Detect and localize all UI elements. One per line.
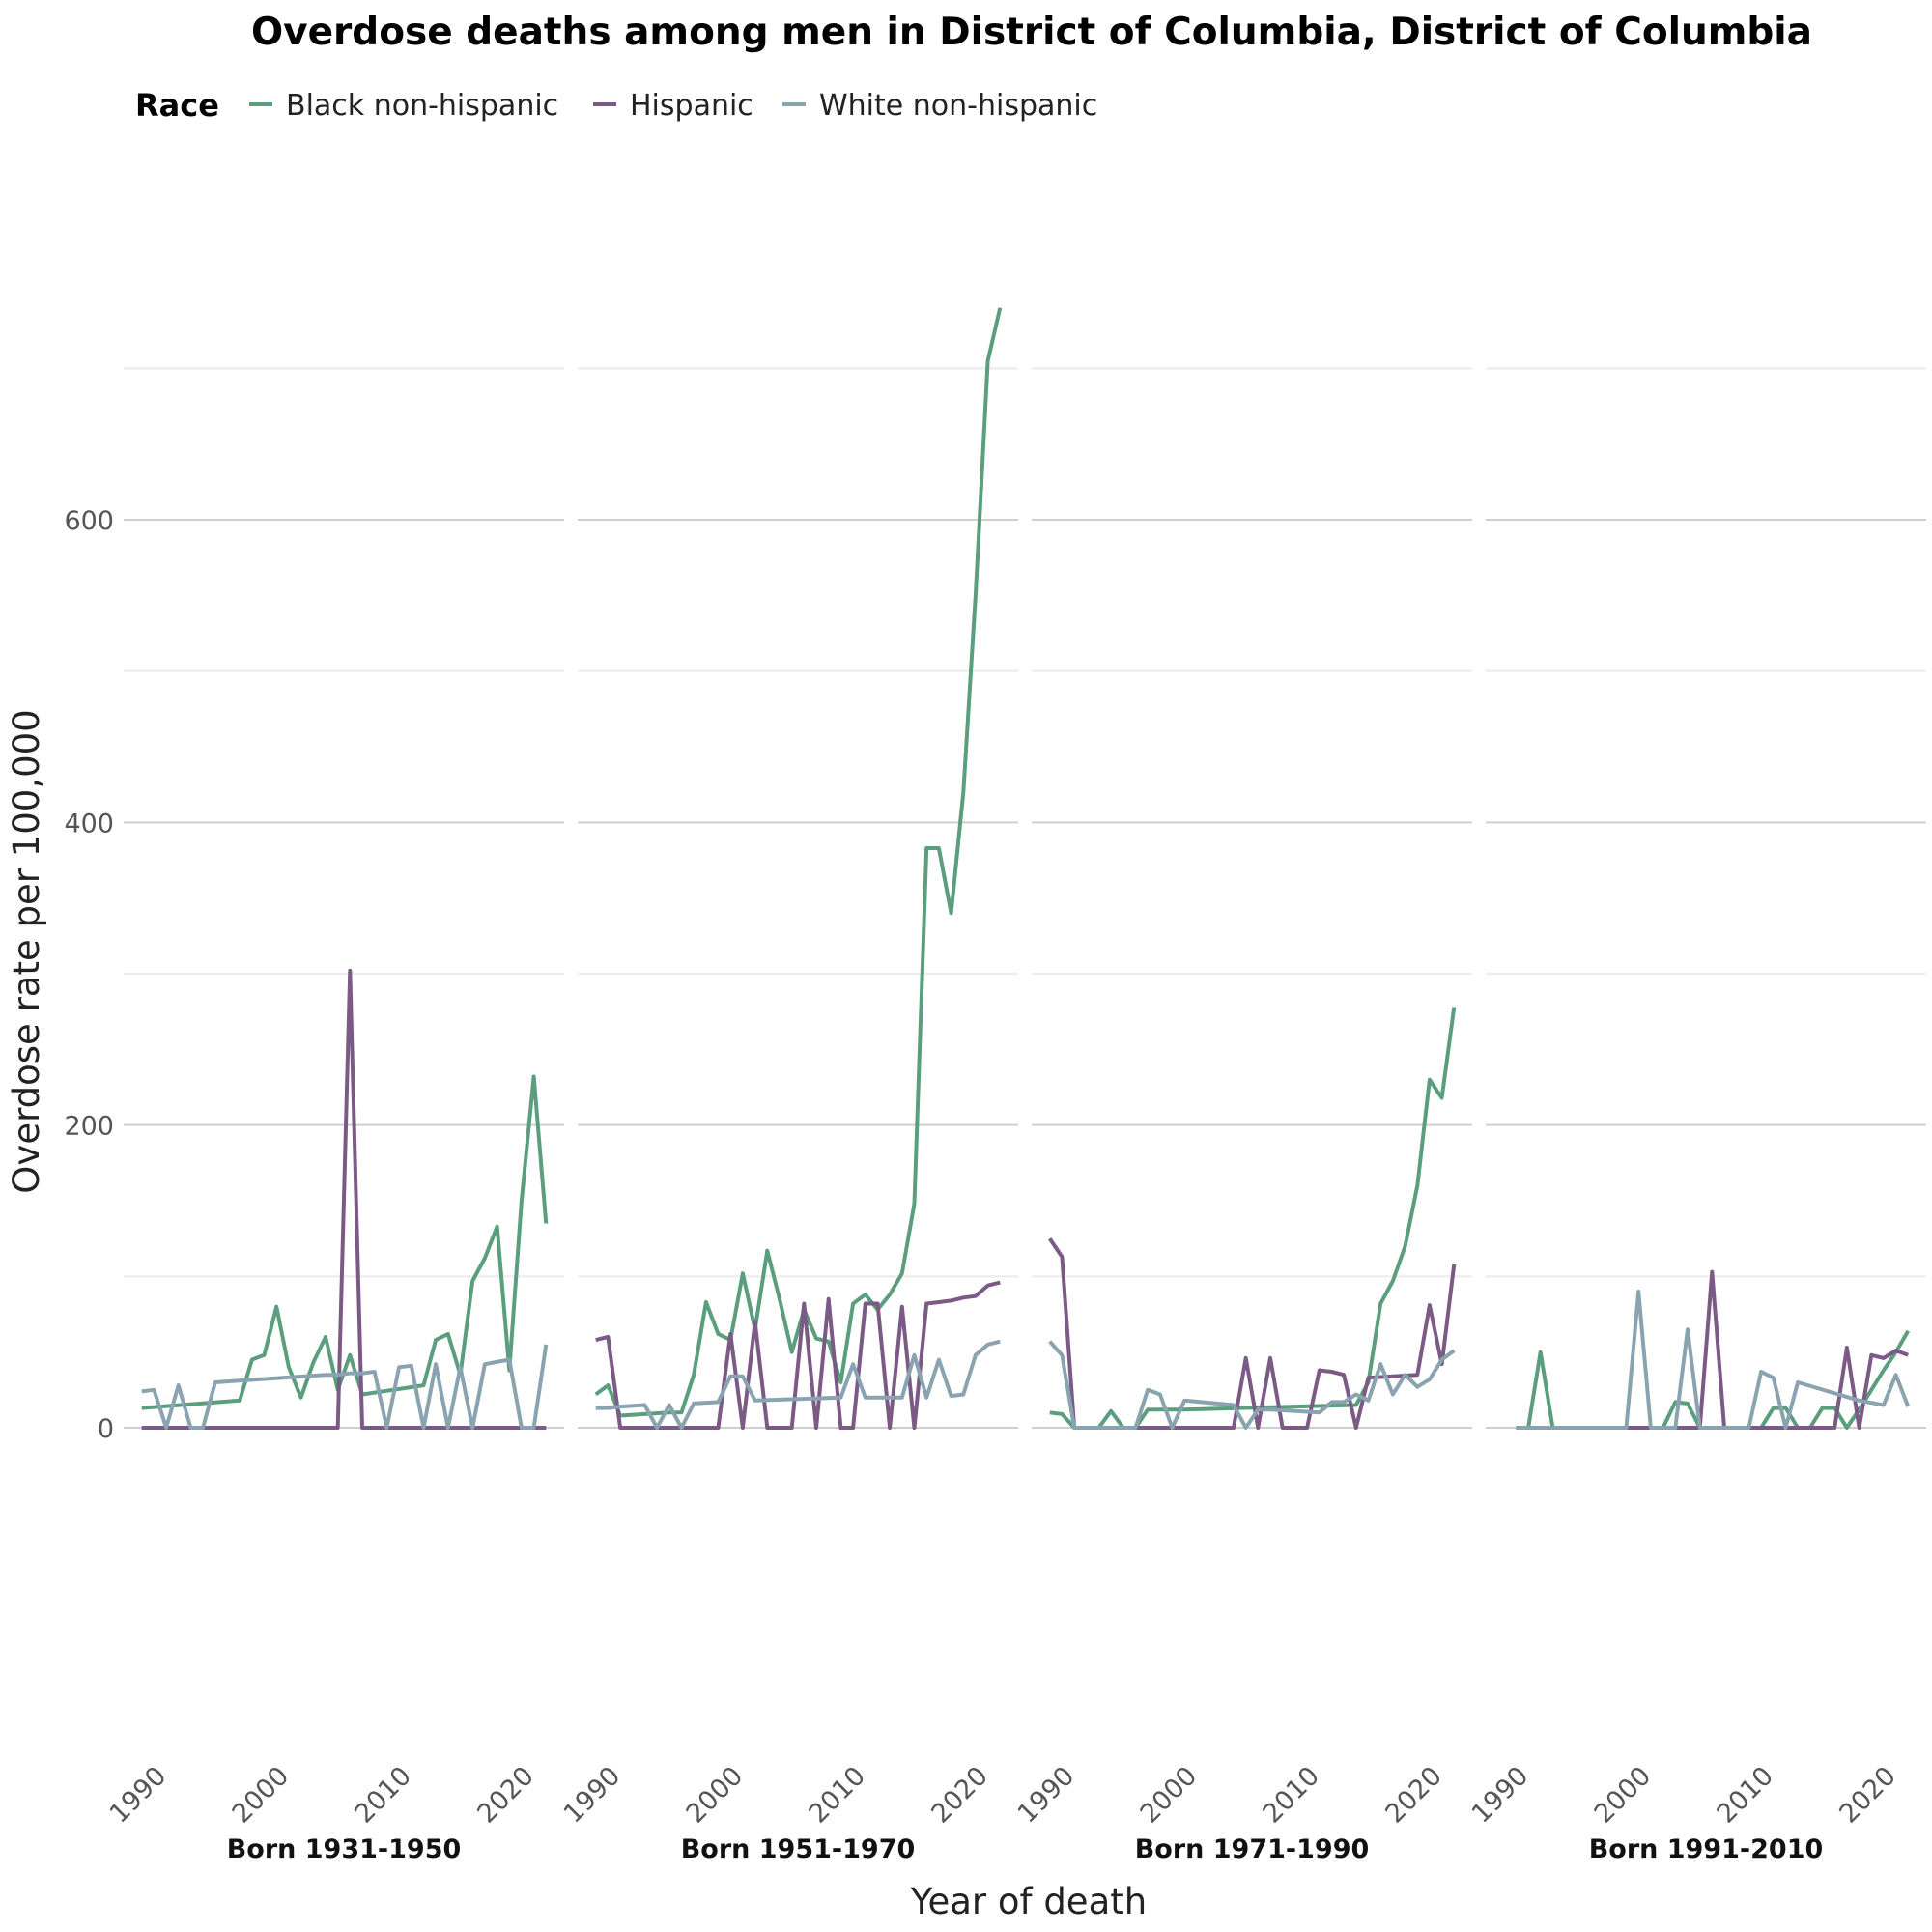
y-tick-label: 600 xyxy=(64,506,114,536)
x-tick-label: 2010 xyxy=(350,1761,418,1830)
legend-label-white-non-hispanic: White non-hispanic xyxy=(819,89,1097,123)
facet-panel-born-1951-1970: 1990 2000 2010 2020 Born 1951-1970 xyxy=(558,307,1018,1864)
facet-label: Born 1991-2010 xyxy=(1589,1834,1824,1864)
series-line-black-non-hispanic xyxy=(1049,1007,1457,1430)
series-line-white-non-hispanic xyxy=(1516,1290,1911,1430)
x-tick-label: 2020 xyxy=(1379,1761,1448,1830)
legend-label-black-non-hispanic: Black non-hispanic xyxy=(286,89,558,123)
x-tick-label: 2020 xyxy=(471,1761,540,1830)
legend: Race Black non-hispanic Hispanic White non… xyxy=(135,87,1097,124)
x-tick-label: 2010 xyxy=(1712,1761,1780,1830)
x-tick-label: 2010 xyxy=(1258,1761,1326,1830)
x-tick-label: 2020 xyxy=(1833,1761,1902,1830)
legend-item-white-non-hispanic: White non-hispanic xyxy=(782,89,1097,123)
facet-panel-born-1931-1950: 1990 2000 2010 2020 Born 1931-1950 xyxy=(104,367,564,1864)
series-line-black-non-hispanic xyxy=(594,307,1003,1418)
y-axis-title: Overdose rate per 100,000 xyxy=(6,709,47,1193)
y-axis: 0 200 400 600 xyxy=(64,506,114,1444)
legend-title: Race xyxy=(135,87,219,124)
facet-panel-born-1971-1990: 1990 2000 2010 2020 Born 1971-1990 xyxy=(1012,367,1472,1864)
series-line-hispanic xyxy=(1048,1237,1457,1430)
legend-item-black-non-hispanic: Black non-hispanic xyxy=(249,89,558,123)
x-tick-label: 1990 xyxy=(1012,1761,1081,1830)
series-line-white-non-hispanic xyxy=(141,1344,549,1430)
x-tick-label: 2000 xyxy=(1589,1761,1658,1830)
y-tick-label: 200 xyxy=(64,1112,114,1142)
x-tick-label: 2000 xyxy=(1135,1761,1204,1830)
facet-panels: 1990 2000 2010 2020 Born 1931-1950 1990 2000 20… xyxy=(104,307,1926,1864)
chart-title: Overdose deaths among men in District of… xyxy=(251,11,1812,54)
series-line-white-non-hispanic xyxy=(595,1339,1001,1430)
y-tick-label: 400 xyxy=(64,809,114,838)
legend-label-hispanic: Hispanic xyxy=(630,89,753,123)
x-tick-label: 2010 xyxy=(804,1761,872,1830)
x-tick-label: 1990 xyxy=(1466,1761,1535,1830)
x-tick-label: 1990 xyxy=(558,1761,627,1830)
series-line-hispanic xyxy=(1516,1269,1909,1430)
facet-panel-born-1991-2010: 1990 2000 2010 2020 Born 1991-2010 xyxy=(1466,367,1926,1864)
series-line-white-non-hispanic xyxy=(1048,1340,1456,1430)
x-axis-title: Year of death xyxy=(910,1881,1147,1922)
facet-label: Born 1971-1990 xyxy=(1135,1834,1370,1864)
x-tick-label: 2020 xyxy=(925,1761,994,1830)
series-line-black-non-hispanic xyxy=(1516,1329,1911,1430)
series-line-hispanic xyxy=(595,1280,1001,1430)
y-tick-label: 0 xyxy=(98,1414,114,1444)
x-tick-label: 2000 xyxy=(227,1761,296,1830)
x-tick-label: 2000 xyxy=(681,1761,750,1830)
series-line-hispanic xyxy=(141,968,547,1430)
facet-label: Born 1951-1970 xyxy=(681,1834,916,1864)
facet-label: Born 1931-1950 xyxy=(227,1834,462,1864)
x-tick-label: 1990 xyxy=(104,1761,173,1830)
legend-item-hispanic: Hispanic xyxy=(593,89,753,123)
